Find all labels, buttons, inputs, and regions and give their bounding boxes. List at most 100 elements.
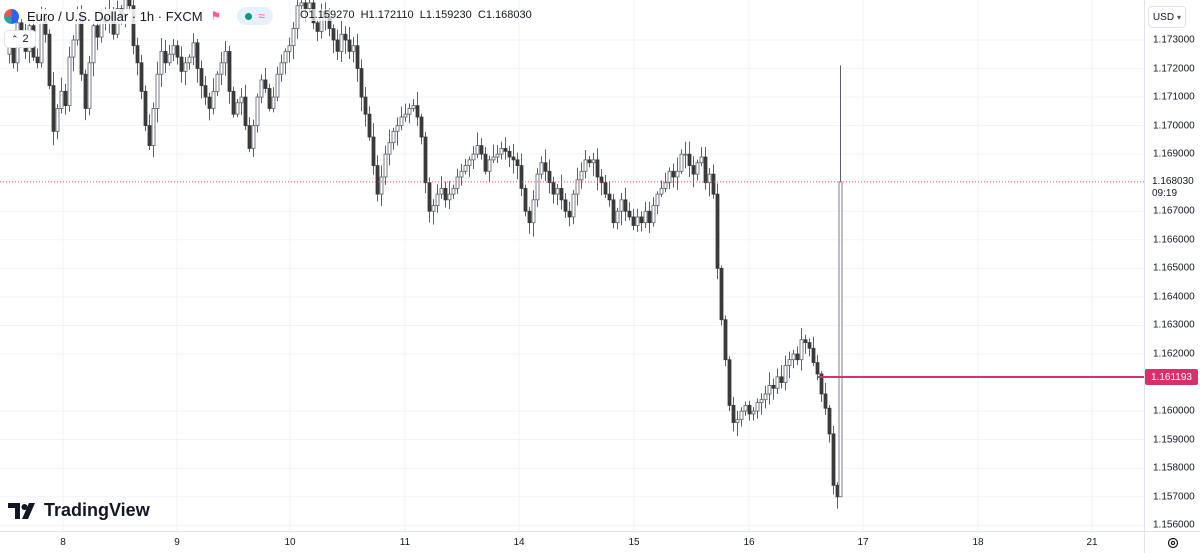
candle-body [663, 182, 668, 189]
candle-body [739, 410, 744, 421]
open-value: 1.159270 [308, 9, 355, 21]
candle-body [135, 45, 140, 64]
candle-body [583, 159, 588, 172]
candle-body [267, 88, 272, 109]
tradingview-logo[interactable]: TradingView [8, 500, 150, 521]
chart-grid [0, 0, 1144, 531]
candle-body [623, 199, 628, 212]
candle-body [491, 156, 496, 161]
price-axis[interactable]: 1.173000 1.172000 1.171000 1.170000 1.169000… [1144, 0, 1200, 531]
high-label: H [360, 9, 369, 21]
candle-body [343, 33, 348, 41]
candle-body [231, 90, 236, 115]
time-tick-label: 10 [284, 537, 296, 548]
market-open-dot-icon [245, 12, 253, 20]
candle-body [667, 170, 672, 184]
candle-body [295, 5, 300, 29]
candle-body [499, 148, 504, 155]
candle-body [279, 62, 284, 75]
axis-settings-button[interactable] [1144, 531, 1200, 553]
candle-body [471, 153, 476, 161]
candle-body [831, 433, 836, 486]
candle-body [771, 385, 776, 389]
candle-body [359, 68, 364, 98]
candle-body [371, 136, 376, 166]
candle-body [675, 170, 680, 178]
close-label: C [477, 9, 486, 21]
currency-selector[interactable]: USD ▾ [1148, 6, 1186, 28]
candle-body [547, 170, 552, 184]
candlestick-chart[interactable] [0, 0, 1144, 531]
candle-body [407, 108, 412, 115]
candle-body [363, 96, 368, 115]
horizontal-line-price-tag[interactable]: 1.161193 [1145, 369, 1198, 386]
time-tick-label: 14 [513, 537, 525, 548]
price-tick-label: 1.170000 [1153, 120, 1195, 132]
bookmark-flag-icon[interactable]: ⚑ [210, 9, 222, 23]
candle-body [87, 62, 92, 109]
candle-body [551, 182, 556, 195]
chevron-up-icon: ⌃ [11, 33, 19, 44]
candle-body [443, 188, 448, 201]
candle-body [511, 156, 516, 161]
candle-body [215, 73, 220, 92]
candle-body [691, 165, 696, 175]
candle-body [791, 353, 796, 361]
candle-body [275, 73, 280, 98]
candle-body [727, 359, 732, 406]
candle-body [155, 73, 160, 109]
candle-body [255, 96, 260, 127]
candle-body [747, 404, 752, 415]
candle-body [503, 148, 508, 152]
collapse-indicators-button[interactable]: ⌃ 2 [4, 30, 36, 48]
market-status-pill[interactable]: ≈ [237, 7, 273, 25]
time-tick-label: 11 [399, 537, 411, 548]
candle-body [251, 125, 256, 149]
candle-body [827, 407, 832, 435]
candle-body [603, 182, 608, 195]
candle-body [195, 42, 200, 69]
candle-body [563, 199, 568, 212]
time-axis[interactable]: 8 9 10 11 14 15 16 17 18 21 [0, 531, 1144, 553]
candle-body [95, 25, 100, 38]
candle-body [335, 39, 340, 52]
candle-body [287, 45, 292, 52]
candle-body [411, 105, 416, 109]
symbol-legend: Euro / U.S. Dollar · 1h · FXCM ⚑ ≈ [4, 6, 273, 26]
candle-body [35, 56, 40, 64]
candle-body [607, 193, 612, 201]
tradingview-logo-text: TradingView [44, 500, 150, 520]
candle-body [803, 339, 808, 343]
candle-body [819, 373, 824, 395]
settings-gear-icon [1167, 537, 1178, 548]
candle-body [303, 2, 308, 9]
candle-body [687, 153, 692, 166]
candle-body [707, 173, 712, 184]
candle-body [139, 62, 144, 92]
price-tick-label: 1.159000 [1153, 434, 1195, 446]
candle-body [143, 90, 148, 127]
symbol-title[interactable]: Euro / U.S. Dollar · 1h · FXCM [25, 8, 205, 24]
price-tick-label: 1.173000 [1153, 34, 1195, 46]
candle-body [315, 22, 320, 32]
candle-body [783, 365, 788, 383]
candle-body [307, 2, 312, 9]
candle-body [399, 116, 404, 127]
indicator-count: 2 [22, 33, 29, 45]
approx-icon: ≈ [258, 9, 265, 23]
candle-body [235, 102, 240, 115]
candle-body [483, 153, 488, 172]
candle-body [339, 33, 344, 52]
candle-body [767, 385, 772, 395]
candle-body [679, 153, 684, 172]
chart-area[interactable]: Euro / U.S. Dollar · 1h · FXCM ⚑ ≈ O1.15… [0, 0, 1144, 531]
time-tick-label: 9 [174, 537, 180, 548]
candle-body [531, 199, 536, 224]
candle-body [639, 216, 644, 224]
candle-body [199, 68, 204, 87]
candle-body [151, 108, 156, 146]
candle-body [379, 176, 384, 195]
candle-body [435, 193, 440, 206]
time-tick-label: 21 [1086, 537, 1098, 548]
candle-body [535, 173, 540, 201]
